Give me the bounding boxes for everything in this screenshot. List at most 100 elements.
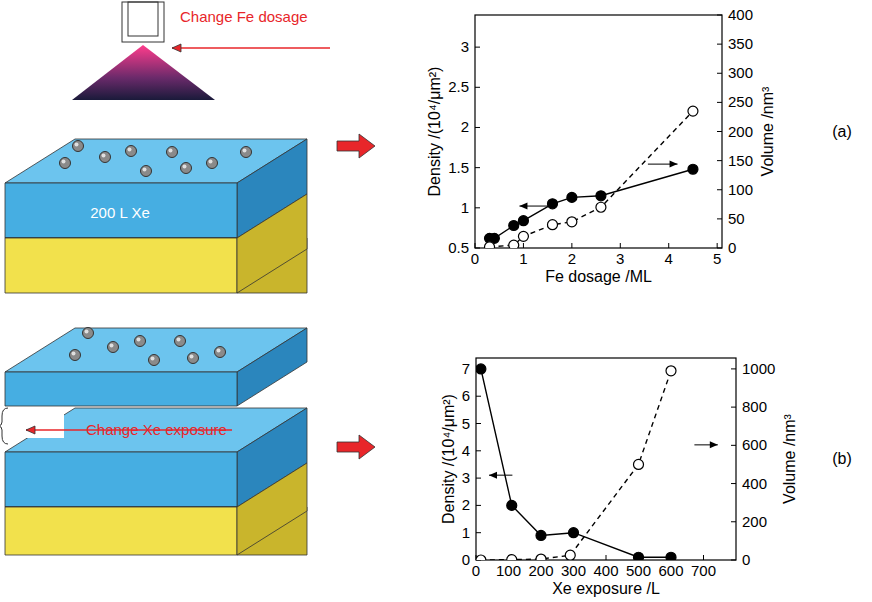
- x-tick-label: 3: [616, 250, 624, 267]
- particle: [141, 166, 152, 177]
- particle-highlight: [102, 154, 106, 158]
- y-tick: [476, 423, 481, 424]
- x-tick: [703, 555, 704, 560]
- y-axis-title: Density /(10⁴/μm²): [426, 67, 443, 197]
- y2-axis-title: Volume /nm³: [781, 413, 798, 503]
- xe-layer-front: [5, 183, 237, 238]
- particle: [73, 141, 84, 152]
- data-point: [507, 500, 517, 510]
- y-tick: [475, 47, 480, 48]
- x-tick-label: 200: [528, 562, 553, 579]
- y2-tick: [717, 73, 722, 74]
- data-point: [536, 530, 546, 540]
- data-point: [509, 221, 519, 231]
- y2-tick: [731, 445, 736, 446]
- y2-tick: [731, 483, 736, 484]
- y-tick-label: 1: [462, 524, 470, 541]
- y2-tick: [717, 189, 722, 190]
- particle-highlight: [137, 338, 141, 342]
- data-point: [634, 459, 644, 469]
- particle: [241, 147, 252, 158]
- particle: [100, 152, 111, 163]
- data-point: [634, 552, 644, 560]
- y2-tick: [731, 368, 736, 369]
- particle-highlight: [217, 349, 221, 353]
- data-point: [476, 364, 486, 374]
- y-tick-label: 3: [462, 469, 470, 486]
- data-point: [547, 220, 557, 230]
- particle: [215, 347, 226, 358]
- y2-tick-label: 600: [742, 436, 767, 453]
- data-point: [567, 192, 577, 202]
- axis-pointer-head: [489, 472, 497, 479]
- series-line: [481, 371, 671, 560]
- particle: [60, 158, 71, 169]
- particle-highlight: [75, 143, 79, 147]
- x-tick: [571, 243, 572, 248]
- substrate-lower-side: [237, 463, 307, 555]
- axis-pointer-head: [519, 203, 527, 210]
- y2-tick: [731, 560, 736, 561]
- y2-tick-label: 400: [728, 6, 753, 23]
- y-tick-label: 0: [462, 551, 470, 568]
- y2-tick: [717, 218, 722, 219]
- y-tick: [476, 532, 481, 533]
- particle-highlight: [209, 160, 213, 164]
- panel-label: (a): [832, 123, 852, 140]
- chart: 0123450.511.522.530501001502002503003504…: [426, 6, 852, 285]
- particle-highlight: [85, 330, 89, 334]
- y2-tick-label: 800: [742, 398, 767, 415]
- particle: [135, 336, 146, 347]
- substrate-front: [5, 238, 237, 293]
- data-point: [518, 216, 528, 226]
- data-point: [569, 528, 579, 538]
- x-tick: [717, 243, 718, 248]
- particle: [167, 147, 178, 158]
- substrate-side: [237, 194, 307, 293]
- figure: Change Fe dosage200 L XeChange Xe exposu…: [0, 0, 872, 602]
- particle: [175, 336, 186, 347]
- nozzle: [122, 2, 164, 42]
- axis-pointer-head: [710, 441, 718, 448]
- particle: [181, 163, 192, 174]
- x-tick: [523, 243, 524, 248]
- data-point: [666, 366, 676, 376]
- y-tick: [475, 87, 480, 88]
- y2-tick-label: 200: [728, 123, 753, 140]
- data-point: [565, 550, 575, 560]
- x-tick-label: 1: [519, 250, 527, 267]
- x-axis-title: Fe dosage /ML: [545, 268, 652, 285]
- x-tick-label: 2: [568, 250, 576, 267]
- y-tick: [476, 505, 481, 506]
- panel-label: (b): [832, 450, 852, 467]
- data-point: [567, 217, 577, 227]
- layer-label: 200 L Xe: [90, 204, 150, 221]
- particle-highlight: [110, 344, 114, 348]
- beam: [72, 45, 215, 100]
- y2-axis-title: Volume /nm³: [759, 86, 776, 176]
- y-tick: [475, 207, 480, 208]
- x-axis-title: Xe exposure /L: [552, 580, 660, 597]
- y2-tick: [717, 44, 722, 45]
- y-tick: [475, 248, 480, 249]
- x-tick-label: 400: [593, 562, 618, 579]
- plot-frame: [475, 15, 722, 248]
- y-tick: [476, 450, 481, 451]
- particle-highlight: [62, 160, 66, 164]
- data-point: [485, 242, 495, 248]
- y2-tick: [717, 102, 722, 103]
- y-tick: [476, 396, 481, 397]
- y2-tick-label: 100: [728, 181, 753, 198]
- data-point: [509, 240, 519, 248]
- x-tick: [475, 243, 476, 248]
- plot-area: [476, 364, 676, 560]
- particle: [83, 328, 94, 339]
- y2-tick: [717, 131, 722, 132]
- x-tick-label: 5: [713, 250, 721, 267]
- xe-layer-upper-side: [237, 328, 307, 406]
- particle-highlight: [190, 355, 194, 359]
- y-tick-label: 1: [461, 199, 469, 216]
- y-tick-label: 4: [462, 442, 470, 459]
- data-point: [547, 199, 557, 209]
- brace: [0, 408, 8, 444]
